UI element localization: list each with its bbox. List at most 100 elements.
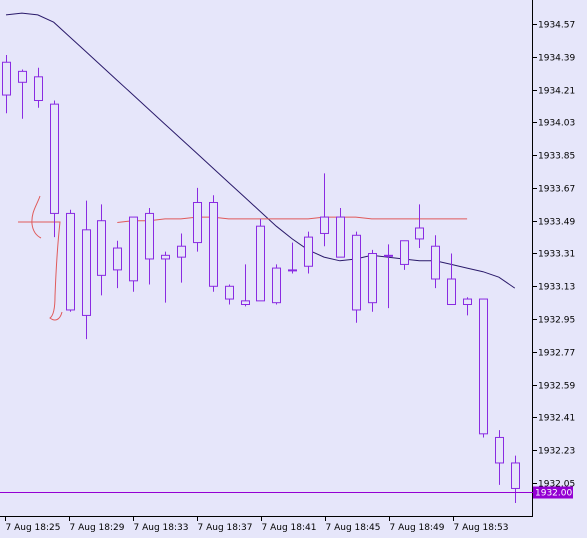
candle xyxy=(352,231,361,323)
candle-body xyxy=(82,229,91,316)
time-tick-label: 7 Aug 18:53 xyxy=(454,523,509,533)
price-tick-label: 1932.59 xyxy=(538,382,575,392)
current-price-marker: 1932.00 xyxy=(0,486,573,499)
price-tick-label: 1933.85 xyxy=(538,152,575,162)
moving-average-dark-path xyxy=(5,12,516,289)
candle-body xyxy=(352,234,361,311)
candle-body xyxy=(34,76,43,101)
candle xyxy=(431,235,440,289)
candle-body xyxy=(384,254,393,257)
price-tick-label: 1934.21 xyxy=(538,87,575,97)
price-tick-label: 1933.49 xyxy=(538,218,575,228)
candle xyxy=(18,69,27,119)
candle xyxy=(241,264,250,307)
price-tick-label: 1934.03 xyxy=(538,119,575,129)
time-tick-label: 7 Aug 18:45 xyxy=(326,523,381,533)
candle-body xyxy=(479,298,488,435)
price-tick-label: 1933.31 xyxy=(538,250,575,260)
candle-body xyxy=(320,216,329,234)
price-tick-label: 1932.77 xyxy=(538,349,575,359)
candle xyxy=(320,173,329,247)
candle-body xyxy=(129,216,138,282)
candle-body xyxy=(288,269,297,272)
price-tick-label: 1932.05 xyxy=(538,480,575,490)
time-tick-label: 7 Aug 18:41 xyxy=(262,523,317,533)
price-tick-label: 1933.67 xyxy=(538,185,575,195)
candle xyxy=(415,204,424,249)
candle-body xyxy=(66,212,75,311)
candle-body xyxy=(2,61,11,96)
moving-average-dark-line xyxy=(5,12,516,289)
candle xyxy=(511,455,520,504)
candle xyxy=(447,253,456,305)
candle-body xyxy=(272,267,281,304)
candle-body xyxy=(193,202,202,244)
candle xyxy=(129,216,138,292)
candle xyxy=(495,430,504,485)
candle xyxy=(336,207,345,258)
candle xyxy=(50,100,59,238)
annotation-path xyxy=(18,195,63,321)
candle xyxy=(256,218,265,302)
candle-body xyxy=(161,254,170,260)
candle-body xyxy=(113,247,122,271)
candle xyxy=(193,187,202,252)
candlestick-series xyxy=(2,54,520,504)
candle-body xyxy=(304,236,313,267)
candle xyxy=(2,54,11,114)
candle-body xyxy=(177,245,186,258)
candle xyxy=(34,67,43,108)
price-tick-label: 1932.23 xyxy=(538,447,575,457)
candle xyxy=(463,297,472,316)
current-price-tag xyxy=(533,486,573,499)
red-annotation-stroke xyxy=(18,195,63,321)
time-axis-ticks: 7 Aug 18:25 7 Aug 18:29 7 Aug 18:33 7 Aug 1… xyxy=(5,517,509,533)
time-tick-label: 7 Aug 18:25 xyxy=(6,523,61,533)
time-tick-label: 7 Aug 18:33 xyxy=(134,523,189,533)
current-price-label: 1932.00 xyxy=(535,489,572,499)
time-tick-label: 7 Aug 18:29 xyxy=(70,523,125,533)
price-tick-label: 1934.39 xyxy=(538,54,575,64)
candle-body xyxy=(400,240,409,265)
candle-body xyxy=(511,462,520,489)
candle xyxy=(479,298,488,438)
candle-body xyxy=(415,227,424,240)
candle xyxy=(177,233,186,283)
price-tick-label: 1932.41 xyxy=(538,414,575,424)
candle xyxy=(225,284,234,305)
price-tick-label: 1933.13 xyxy=(538,283,575,293)
candle xyxy=(288,242,297,274)
moving-average-red-line xyxy=(117,216,468,223)
candle xyxy=(113,240,122,289)
time-tick-label: 7 Aug 18:49 xyxy=(390,523,445,533)
candle-body xyxy=(431,245,440,280)
candle-body xyxy=(18,70,27,83)
candle xyxy=(209,195,218,292)
candle xyxy=(368,249,377,312)
candle-body xyxy=(50,103,59,214)
price-tick-label: 1932.95 xyxy=(538,316,575,326)
candle-body xyxy=(209,202,218,287)
candle xyxy=(272,264,281,305)
candle xyxy=(161,251,170,303)
candle-body xyxy=(368,253,377,304)
candle-body xyxy=(145,212,154,260)
candle-body xyxy=(447,278,456,305)
price-axis-ticks: 1934.57 1934.39 1934.21 1934.03 1933.85 1933.… xyxy=(533,21,575,490)
candle-body xyxy=(241,300,250,306)
candle xyxy=(97,204,106,296)
candle xyxy=(400,240,409,270)
candle-body xyxy=(97,220,106,276)
price-tick-label: 1934.57 xyxy=(538,21,575,31)
candle xyxy=(304,231,313,274)
moving-average-red-path xyxy=(117,216,468,223)
candle xyxy=(82,200,91,340)
candle xyxy=(384,244,393,309)
candle xyxy=(66,209,75,312)
candle-body xyxy=(463,298,472,305)
candle-body xyxy=(495,436,504,464)
candle-body xyxy=(256,225,265,302)
candle-body xyxy=(336,216,345,258)
candle xyxy=(145,207,154,285)
